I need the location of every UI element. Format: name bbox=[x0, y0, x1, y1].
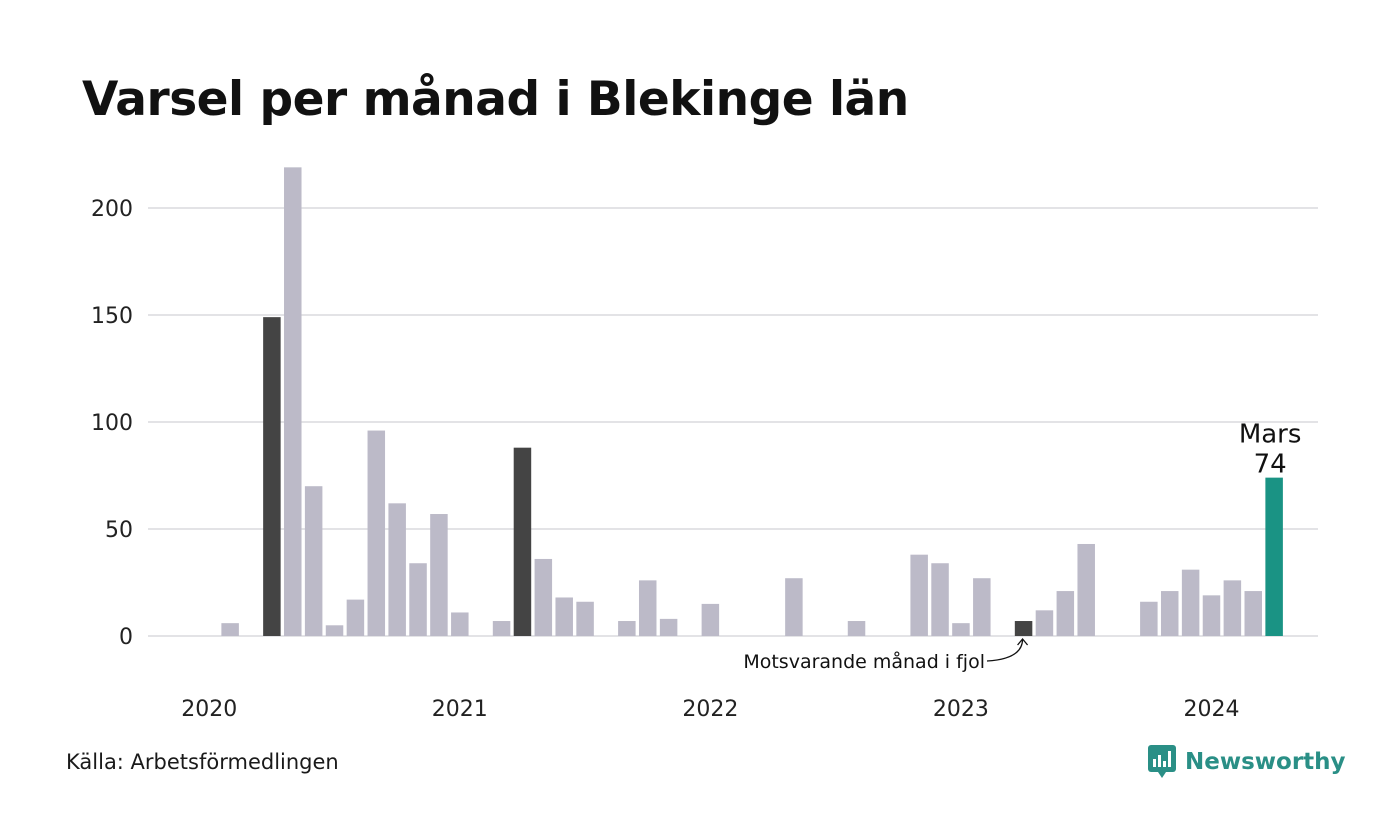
bar-2022-08 bbox=[847, 621, 866, 636]
bar-2021-04 bbox=[513, 447, 532, 636]
bar-2023-10 bbox=[1140, 601, 1158, 636]
bar-2023-05 bbox=[1035, 610, 1054, 636]
x-tick-label: 2020 bbox=[181, 697, 237, 722]
y-axis: 0 50 100 150 200 bbox=[91, 197, 133, 650]
bar-2023-01 bbox=[952, 623, 970, 636]
bar-2022-05 bbox=[785, 578, 803, 636]
brand-name: Newsworthy bbox=[1185, 749, 1346, 775]
bar-2020-11 bbox=[409, 563, 427, 636]
y-tick-label: 50 bbox=[105, 518, 133, 543]
bar-2023-11 bbox=[1160, 591, 1179, 636]
bar-2021-05 bbox=[534, 558, 553, 636]
bar-2020-09 bbox=[367, 430, 386, 636]
bar-2021-06 bbox=[555, 597, 573, 636]
x-tick-label: 2022 bbox=[682, 697, 738, 722]
bar-2023-04 bbox=[1014, 621, 1033, 636]
bar-2022-11 bbox=[910, 554, 928, 636]
y-tick-label: 150 bbox=[91, 304, 133, 329]
bar-2022-12 bbox=[931, 563, 949, 636]
chart-title: Varsel per månad i Blekinge län bbox=[82, 72, 909, 127]
x-tick-label: 2021 bbox=[432, 697, 488, 722]
brand: Newsworthy bbox=[1147, 744, 1346, 780]
bar-2023-12 bbox=[1181, 569, 1200, 636]
bar-2020-07 bbox=[325, 625, 344, 636]
highlight-value-label: 74 bbox=[1254, 450, 1287, 480]
bar-2021-03 bbox=[492, 621, 511, 636]
x-axis: 2020 2021 2022 2023 2024 bbox=[181, 697, 1239, 722]
bar-2021-10 bbox=[638, 580, 657, 636]
y-tick-label: 0 bbox=[119, 625, 133, 650]
bar-2020-06 bbox=[304, 486, 323, 636]
bar-2024-03 bbox=[1244, 591, 1262, 636]
annotation-arrow bbox=[986, 638, 1024, 662]
source-note: Källa: Arbetsförmedlingen bbox=[66, 750, 339, 774]
bar-2024-02 bbox=[1223, 580, 1242, 636]
bar-2020-12 bbox=[430, 514, 448, 636]
highlight-month-label: Mars bbox=[1239, 420, 1302, 450]
bar-2020-04 bbox=[263, 317, 281, 636]
annotation-arrowhead bbox=[1017, 637, 1029, 646]
bar-2023-07 bbox=[1077, 543, 1095, 636]
bar-2021-07 bbox=[576, 601, 594, 636]
x-tick-label: 2023 bbox=[933, 697, 989, 722]
bar-2024-01 bbox=[1202, 595, 1221, 636]
bar-undefined bbox=[1265, 477, 1283, 636]
bar-2020-10 bbox=[388, 503, 406, 636]
bar-2022-01 bbox=[701, 603, 720, 636]
newsworthy-logo-icon bbox=[1148, 745, 1176, 778]
bar-2020-05 bbox=[284, 167, 302, 636]
bar-2021-01 bbox=[451, 612, 469, 636]
bar-2021-09 bbox=[618, 621, 636, 636]
bar-2020-02 bbox=[221, 623, 239, 636]
grid-lines bbox=[148, 207, 1318, 637]
bar-2021-11 bbox=[659, 618, 678, 636]
y-tick-label: 200 bbox=[91, 197, 133, 222]
y-tick-label: 100 bbox=[91, 411, 133, 436]
bars bbox=[221, 167, 1283, 636]
bar-2023-06 bbox=[1056, 591, 1075, 636]
previous-year-annotation: Motsvarande månad i fjol bbox=[743, 650, 985, 673]
bar-2023-02 bbox=[973, 578, 991, 636]
bar-2020-08 bbox=[346, 599, 365, 636]
x-tick-label: 2024 bbox=[1183, 697, 1239, 722]
